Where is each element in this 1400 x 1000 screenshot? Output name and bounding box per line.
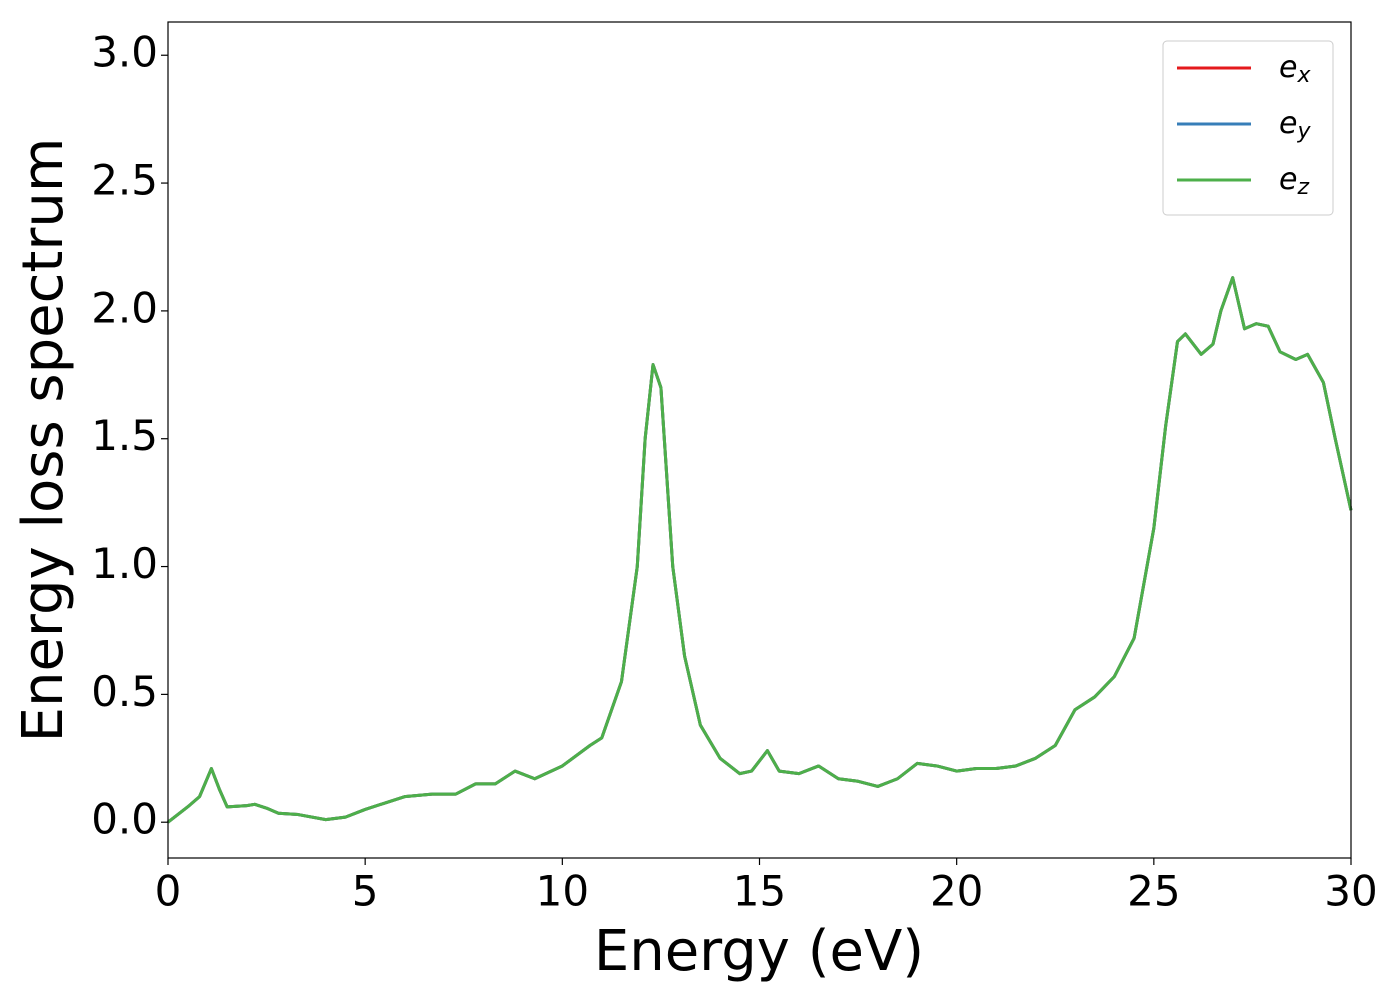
- plot-area: [167, 276, 1353, 824]
- series-line: [167, 276, 1353, 824]
- y-tick-label: 0.0: [91, 795, 158, 844]
- x-axis-title: Energy (eV): [594, 919, 924, 984]
- y-tick-label: 0.5: [91, 667, 158, 716]
- y-tick-label: 3.0: [91, 28, 158, 77]
- y-tick-label: 2.0: [91, 283, 158, 332]
- x-tick-label: 5: [352, 867, 379, 916]
- y-tick-label: 1.5: [91, 411, 158, 460]
- x-tick-label: 20: [930, 867, 983, 916]
- legend-label: ey: [1279, 106, 1311, 145]
- y-tick-label: 1.0: [91, 539, 158, 588]
- y-tick-label: 2.5: [91, 156, 158, 205]
- legend-label: ex: [1279, 50, 1311, 89]
- legend-label: ez: [1279, 162, 1309, 201]
- x-tick-label: 30: [1324, 867, 1377, 916]
- y-axis-title: Energy loss spectrum: [11, 138, 76, 743]
- x-tick-label: 15: [733, 867, 786, 916]
- x-tick-label: 10: [536, 867, 589, 916]
- x-tick-label: 0: [155, 867, 182, 916]
- x-tick-label: 25: [1127, 867, 1180, 916]
- legend-box: [1162, 40, 1334, 216]
